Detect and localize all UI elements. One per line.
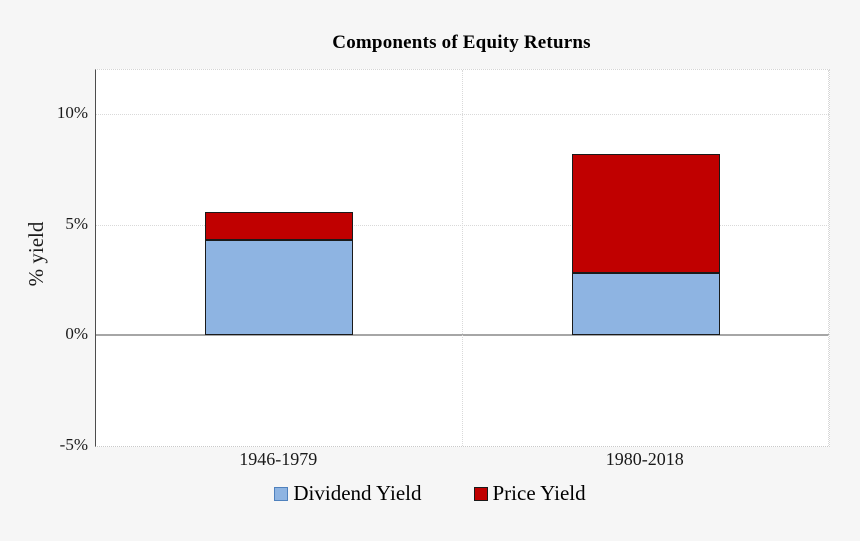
y-tick-label: 10% [56, 103, 88, 123]
category-separator [461, 70, 463, 446]
legend-swatch-icon [274, 486, 289, 501]
legend-swatch-icon [473, 486, 488, 501]
x-tick-label: 1946-1979 [239, 449, 318, 469]
plot-right-edge [828, 70, 829, 446]
y-tick-label: -5% [59, 435, 88, 454]
legend: Dividend Yield Price Yield [0, 481, 860, 506]
legend-item-dividend-yield: Dividend Yield [274, 481, 422, 506]
bar-1946-1979-price-yield [205, 211, 354, 241]
chart-title: Components of Equity Returns [332, 32, 591, 53]
gridline [96, 224, 829, 226]
y-tick-label: 0% [65, 324, 88, 344]
legend-label: Dividend Yield [293, 481, 422, 505]
plot-area [95, 69, 830, 447]
zero-axis-line [96, 334, 829, 337]
bar-1980-2018-dividend-yield [571, 273, 720, 336]
legend-item-price-yield: Price Yield [473, 481, 586, 506]
gridline [96, 114, 829, 116]
bar-1946-1979-dividend-yield [205, 240, 354, 336]
bar-1980-2018-price-yield [571, 154, 720, 274]
y-tick-label: 5% [65, 213, 88, 233]
legend-label: Price Yield [492, 481, 586, 505]
x-tick-label: 1980-2018 [605, 449, 684, 469]
